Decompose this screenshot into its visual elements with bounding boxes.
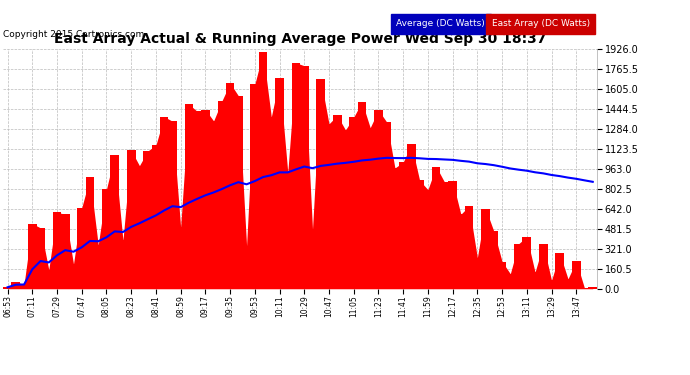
Bar bbox=[415, 180, 424, 289]
Bar bbox=[572, 261, 580, 289]
Bar bbox=[465, 206, 473, 289]
Bar bbox=[374, 110, 383, 289]
Bar bbox=[300, 66, 308, 289]
Bar bbox=[457, 214, 465, 289]
Text: Copyright 2015 Cartronics.com: Copyright 2015 Cartronics.com bbox=[3, 30, 145, 39]
Bar bbox=[259, 53, 268, 289]
Bar bbox=[28, 224, 37, 289]
Bar bbox=[275, 78, 284, 289]
Bar bbox=[52, 212, 61, 289]
Bar bbox=[250, 84, 259, 289]
Bar bbox=[514, 244, 523, 289]
Bar bbox=[349, 117, 358, 289]
Bar bbox=[20, 284, 28, 289]
Bar bbox=[36, 228, 45, 289]
Bar bbox=[391, 168, 400, 289]
Bar bbox=[119, 240, 127, 289]
Bar bbox=[531, 272, 540, 289]
Bar bbox=[267, 117, 275, 289]
Bar bbox=[333, 116, 342, 289]
Title: East Array Actual & Running Average Power Wed Sep 30 18:37: East Array Actual & Running Average Powe… bbox=[54, 32, 546, 46]
Bar bbox=[94, 245, 103, 289]
Bar bbox=[382, 122, 391, 289]
Bar bbox=[432, 166, 440, 289]
Bar bbox=[424, 190, 432, 289]
Bar bbox=[234, 96, 243, 289]
Bar bbox=[61, 214, 70, 289]
Bar bbox=[44, 270, 53, 289]
Bar bbox=[110, 155, 119, 289]
Bar bbox=[144, 151, 152, 289]
Bar bbox=[341, 130, 350, 289]
Bar bbox=[407, 144, 416, 289]
Bar bbox=[184, 104, 193, 289]
Bar bbox=[127, 150, 135, 289]
Bar bbox=[522, 237, 531, 289]
Bar bbox=[317, 79, 325, 289]
Bar bbox=[292, 63, 300, 289]
Bar bbox=[201, 110, 210, 289]
Bar bbox=[308, 229, 317, 289]
Bar bbox=[357, 102, 366, 289]
Bar bbox=[135, 166, 144, 289]
Bar bbox=[217, 101, 226, 289]
Bar bbox=[547, 280, 556, 289]
Bar bbox=[539, 244, 548, 289]
Bar bbox=[242, 246, 251, 289]
Bar bbox=[366, 128, 375, 289]
Bar bbox=[489, 231, 498, 289]
Bar bbox=[102, 189, 111, 289]
Legend: Average (DC Watts), East Array (DC Watts): Average (DC Watts), East Array (DC Watts… bbox=[390, 16, 592, 31]
Bar bbox=[564, 279, 572, 289]
Bar bbox=[3, 287, 12, 289]
Bar bbox=[69, 264, 78, 289]
Bar bbox=[160, 117, 168, 289]
Bar bbox=[399, 162, 408, 289]
Bar bbox=[284, 172, 292, 289]
Bar bbox=[481, 209, 490, 289]
Bar bbox=[506, 274, 515, 289]
Bar bbox=[209, 121, 218, 289]
Bar bbox=[226, 83, 235, 289]
Bar bbox=[77, 208, 86, 289]
Bar bbox=[168, 121, 177, 289]
Bar bbox=[497, 261, 506, 289]
Bar bbox=[86, 177, 95, 289]
Bar bbox=[177, 227, 185, 289]
Bar bbox=[589, 287, 597, 289]
Bar bbox=[325, 124, 333, 289]
Bar bbox=[580, 288, 589, 289]
Bar bbox=[555, 254, 564, 289]
Bar bbox=[448, 181, 457, 289]
Bar bbox=[440, 182, 449, 289]
Bar bbox=[193, 111, 201, 289]
Bar bbox=[12, 282, 20, 289]
Bar bbox=[473, 258, 482, 289]
Bar bbox=[152, 145, 160, 289]
